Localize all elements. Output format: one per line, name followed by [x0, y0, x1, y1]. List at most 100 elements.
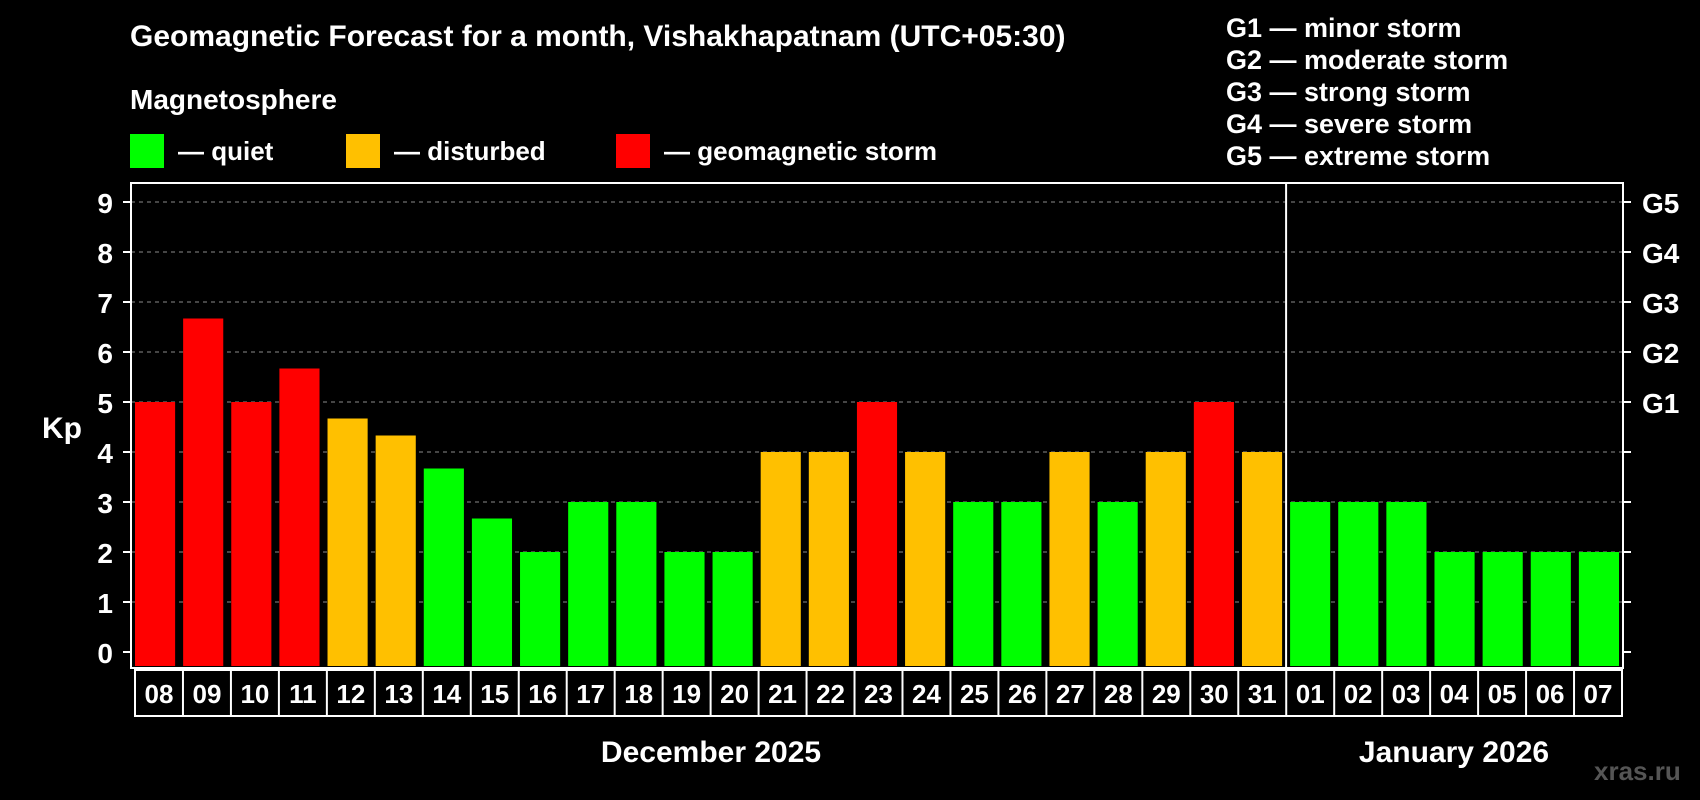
kp-bar	[760, 452, 801, 666]
x-tick-label: 07	[1584, 679, 1613, 709]
y-tick-label: 3	[97, 488, 113, 519]
x-tick-label: 02	[1344, 679, 1373, 709]
y-tick-label: 8	[97, 238, 113, 269]
kp-bar	[231, 402, 272, 666]
kp-bar	[471, 518, 513, 666]
x-tick-label: 12	[336, 679, 365, 709]
x-tick-label: 04	[1440, 679, 1469, 709]
g-scale-axis-label: G1	[1642, 388, 1679, 419]
x-tick-label: 29	[1152, 679, 1181, 709]
plot-frame	[130, 182, 1624, 669]
x-tick-label: 08	[145, 679, 174, 709]
kp-bar	[1434, 552, 1475, 666]
x-tick-label: 24	[912, 679, 941, 709]
g-scale-item: G1 — minor storm	[1226, 13, 1462, 43]
g-scale-legend: G1 — minor storm G2 — moderate storm G3 …	[1226, 12, 1508, 172]
kp-bar	[1578, 552, 1619, 666]
legend-swatch-quiet	[130, 134, 164, 168]
x-tick-label: 16	[528, 679, 557, 709]
x-tick-label: 27	[1056, 679, 1085, 709]
day-label-box	[134, 669, 1623, 717]
x-tick-label: 03	[1392, 679, 1421, 709]
legend-label-disturbed: — disturbed	[394, 135, 546, 166]
x-tick-label: 18	[624, 679, 653, 709]
g-scale-item: G4 — severe storm	[1226, 109, 1473, 139]
kp-bar	[712, 552, 753, 666]
legend-swatch-storm	[616, 134, 650, 168]
legend-label-storm: — geomagnetic storm	[664, 135, 938, 166]
g-scale-axis-label: G2	[1642, 338, 1679, 369]
g-scale-item: G5 — extreme storm	[1226, 141, 1491, 171]
x-tick-label: 11	[289, 679, 317, 709]
x-tick-label: 30	[1200, 679, 1229, 709]
y-tick-label: 9	[97, 188, 113, 219]
kp-bar	[856, 402, 898, 666]
x-tick-label: 01	[1296, 679, 1325, 709]
y-tick-label: 5	[97, 388, 113, 419]
kp-bar	[1338, 502, 1379, 666]
kp-bar	[905, 452, 946, 666]
kp-bar	[375, 435, 416, 666]
x-tick-label: 25	[960, 679, 989, 709]
kp-bar	[1145, 452, 1186, 666]
kp-bar	[664, 552, 705, 666]
x-tick-label: 06	[1536, 679, 1565, 709]
kp-bar	[616, 502, 657, 666]
x-tick-label: 09	[192, 679, 221, 709]
kp-bar	[1482, 552, 1523, 666]
x-tick-label: 17	[576, 679, 605, 709]
kp-bar	[279, 368, 320, 666]
watermark: xras.ru	[1594, 756, 1681, 786]
kp-bar	[1049, 452, 1090, 666]
x-tick-label: 14	[432, 679, 461, 709]
kp-bar	[423, 468, 464, 666]
g-scale-axis-label: G5	[1642, 188, 1679, 219]
x-tick-label: 10	[240, 679, 269, 709]
kp-bar	[520, 552, 561, 666]
x-tick-label: 21	[768, 679, 797, 709]
x-tick-label: 28	[1104, 679, 1133, 709]
kp-bar	[808, 452, 849, 666]
legend-quiet: — quiet	[130, 134, 273, 168]
kp-bar	[1290, 502, 1331, 666]
x-tick-label: 13	[384, 679, 413, 709]
month-label-december: December 2025	[600, 736, 822, 769]
legend-label-quiet: — quiet	[178, 135, 274, 166]
kp-bar	[1193, 402, 1234, 666]
g-scale-item: G2 — moderate storm	[1226, 45, 1509, 75]
x-tick-label: 15	[480, 679, 509, 709]
g-scale-item: G3 — strong storm	[1226, 77, 1471, 107]
kp-bar	[953, 502, 994, 666]
x-tick-label: 23	[864, 679, 893, 709]
kp-bar	[183, 318, 224, 666]
y-tick-label: 6	[97, 338, 113, 369]
kp-bar	[1097, 502, 1138, 666]
kp-bar	[327, 418, 368, 666]
g-scale-axis-label: G4	[1642, 238, 1680, 269]
x-tick-label: 19	[672, 679, 701, 709]
kp-bar	[1241, 452, 1283, 666]
y-tick-label: 4	[97, 438, 113, 469]
legend-storm: — geomagnetic storm	[616, 134, 937, 168]
y-tick-label: 0	[97, 638, 113, 669]
kp-bar	[568, 502, 609, 666]
magnetosphere-label: Magnetosphere	[130, 84, 337, 115]
y-tick-label: 7	[97, 288, 113, 319]
g-scale-axis-label: G3	[1642, 288, 1679, 319]
kp-bar	[135, 402, 176, 666]
y-tick-label: 2	[97, 538, 113, 569]
y-axis-label: Kp	[42, 412, 82, 445]
kp-bar	[1001, 502, 1042, 666]
y-tick-label: 1	[97, 588, 113, 619]
legend-disturbed: — disturbed	[346, 134, 546, 168]
kp-bar	[1386, 502, 1427, 666]
month-label-january: January 2026	[1358, 736, 1550, 769]
x-tick-label: 22	[816, 679, 845, 709]
kp-bar	[1530, 552, 1571, 666]
x-tick-label: 31	[1248, 679, 1277, 709]
chart-title: Geomagnetic Forecast for a month, Vishak…	[130, 20, 1066, 53]
x-tick-label: 26	[1008, 679, 1037, 709]
x-tick-label: 20	[720, 679, 749, 709]
x-tick-label: 05	[1488, 679, 1517, 709]
